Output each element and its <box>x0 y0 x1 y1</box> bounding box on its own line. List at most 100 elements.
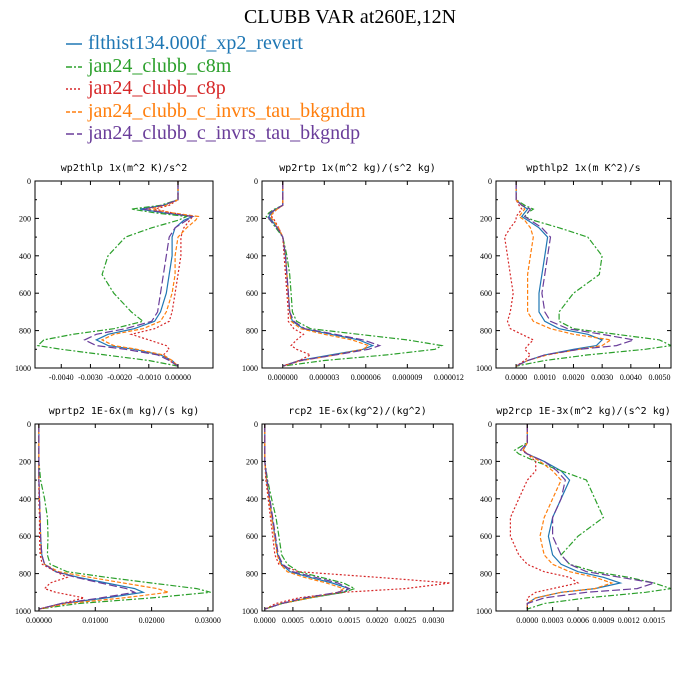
y-tick-label: 800 <box>19 327 31 336</box>
legend-label: flthist134.000f_xp2_revert <box>88 32 303 54</box>
legend-item: jan24_clubb_c_invrs_tau_bkgndp <box>66 122 366 145</box>
x-tick-label: 0.000009 <box>392 373 422 382</box>
y-tick-label: 200 <box>480 214 492 223</box>
plot-area <box>38 424 211 610</box>
plot-area <box>503 181 671 367</box>
x-tick-label: 0.0040 <box>620 373 642 382</box>
y-tick-label: 200 <box>480 457 492 466</box>
legend-line-icon <box>66 132 82 136</box>
y-tick-label: 600 <box>19 289 31 298</box>
series-line <box>38 424 211 610</box>
plot-area <box>36 181 200 367</box>
x-tick-label: 0.0030 <box>591 373 613 382</box>
chart-panel: wp2rtp 1x(m^2 kg)/(s^2 kg) 0 200 400 600 800 1… <box>242 163 464 382</box>
y-tick-label: 400 <box>19 252 31 261</box>
y-tick-label: 400 <box>480 252 492 261</box>
y-tick-label: 800 <box>246 327 258 336</box>
legend: flthist134.000f_xp2_revert jan24_clubb_c… <box>66 32 366 145</box>
y-tick-label: 0 <box>488 177 492 186</box>
y-tick-label: 200 <box>246 457 258 466</box>
series-line <box>38 424 85 610</box>
series-line <box>264 424 345 610</box>
y-tick-label: 600 <box>480 289 492 298</box>
x-tick-label: 0.0005 <box>282 616 304 625</box>
x-tick-label: 0.0020 <box>562 373 584 382</box>
series-line <box>515 181 613 367</box>
legend-label: jan24_clubb_c_invrs_tau_bkgndm <box>88 99 366 122</box>
series-line <box>100 181 200 367</box>
series-line <box>509 424 580 610</box>
x-tick-label: 0.00000 <box>165 373 191 382</box>
x-tick-label: 0.0010 <box>310 616 332 625</box>
y-tick-label: 1000 <box>242 364 258 373</box>
series-line <box>264 424 451 610</box>
y-tick-label: 1000 <box>15 364 31 373</box>
legend-line-icon <box>66 42 82 46</box>
series-line <box>264 424 357 610</box>
x-tick-label: 0.0003 <box>542 616 564 625</box>
legend-label: jan24_clubb_c8p <box>88 77 226 99</box>
plot-frame <box>34 180 214 369</box>
series-line <box>265 181 444 367</box>
plot-frame <box>261 423 454 612</box>
series-line <box>94 181 195 367</box>
series-line <box>129 181 194 367</box>
y-tick-label: 800 <box>480 570 492 579</box>
series-line <box>515 181 634 367</box>
series-line <box>83 181 195 367</box>
y-tick-label: 400 <box>480 495 492 504</box>
y-tick-label: 400 <box>19 495 31 504</box>
x-tick-label: -0.0030 <box>78 373 103 382</box>
chart-panel: wp2rcp 1E-3x(m^2 kg)/(s^2 kg) 0 200 400 600 8… <box>476 406 672 625</box>
y-tick-label: 200 <box>19 214 31 223</box>
series-line <box>38 424 169 610</box>
y-tick-label: 0 <box>27 420 31 429</box>
legend-item: jan24_clubb_c_invrs_tau_bkgndm <box>66 100 366 123</box>
x-tick-label: 0.0015 <box>643 616 665 625</box>
x-tick-label: 0.0010 <box>534 373 556 382</box>
y-tick-label: 800 <box>246 570 258 579</box>
page-title: CLUBB VAR at260E,12N <box>243 6 457 28</box>
y-tick-label: 0 <box>254 177 258 186</box>
y-tick-label: 600 <box>19 532 31 541</box>
series-line <box>515 181 604 367</box>
series-line <box>519 424 655 610</box>
chart-panel: rcp2 1E-6x(kg^2)/(kg^2) 0 200 400 600 800 1000… <box>242 406 454 625</box>
legend-line-icon <box>66 110 82 114</box>
chart-title: wp2rcp 1E-3x(m^2 kg)/(s^2 kg) <box>496 406 671 417</box>
x-tick-label: -0.0010 <box>136 373 161 382</box>
series-line <box>269 181 370 367</box>
plot-area <box>265 181 444 367</box>
x-tick-label: 0.0006 <box>567 616 589 625</box>
y-tick-label: 800 <box>480 327 492 336</box>
y-tick-label: 0 <box>27 177 31 186</box>
series-line <box>264 424 351 610</box>
chart-panel: wp2thlp 1x(m^2 K)/s^2 0 200 400 600 800 1000 -0… <box>15 163 214 382</box>
plot-area <box>264 424 451 610</box>
legend-label: jan24_clubb_c_invrs_tau_bkgndp <box>88 122 361 144</box>
legend-item: flthist134.000f_xp2_revert <box>66 32 366 55</box>
y-tick-label: 800 <box>19 570 31 579</box>
y-tick-label: 0 <box>488 420 492 429</box>
legend-line-icon <box>66 65 82 69</box>
chart-title: wpthlp2 1x(m K^2)/s <box>526 163 640 174</box>
legend-label: jan24_clubb_c8m <box>88 54 232 77</box>
x-tick-label: -0.0040 <box>49 373 74 382</box>
plot-area <box>509 424 671 610</box>
chart-title: rcp2 1E-6x(kg^2)/(kg^2) <box>288 406 426 417</box>
series-line <box>503 181 535 367</box>
legend-item: jan24_clubb_c8m <box>66 55 366 78</box>
x-tick-label: 0.000012 <box>434 373 464 382</box>
x-tick-label: 0.03000 <box>195 616 221 625</box>
x-tick-label: 0.00000 <box>26 616 52 625</box>
y-tick-label: 0 <box>254 420 258 429</box>
x-tick-label: 0.0000 <box>505 373 527 382</box>
x-tick-label: 0.0025 <box>394 616 416 625</box>
series-line <box>515 181 671 367</box>
series-line <box>36 181 189 367</box>
chart-panel: wpthlp2 1x(m K^2)/s 0 200 400 600 800 1000 0.00… <box>476 163 672 382</box>
x-tick-label: 0.0015 <box>338 616 360 625</box>
legend-line-icon <box>66 87 82 91</box>
x-tick-label: 0.0000 <box>254 616 276 625</box>
